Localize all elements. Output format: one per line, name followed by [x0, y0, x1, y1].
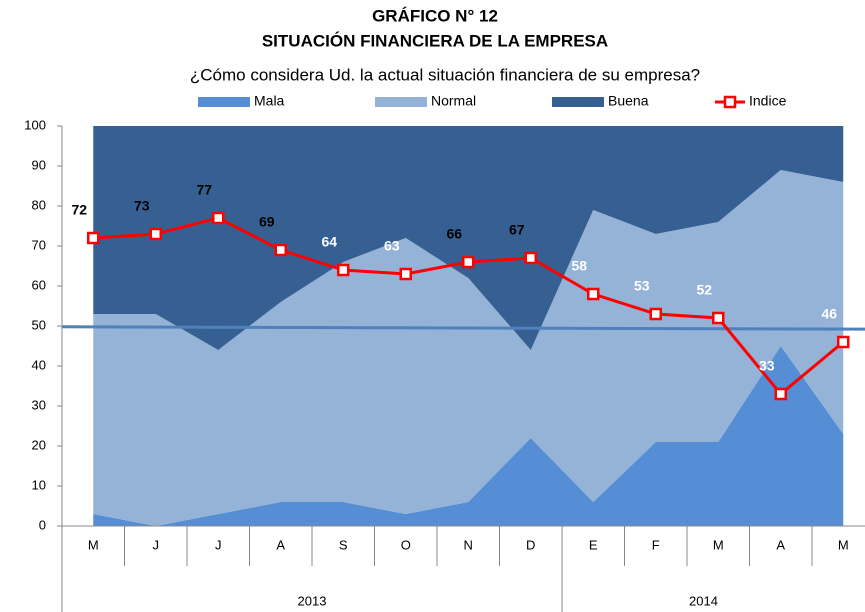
x-tick-label: M [713, 537, 724, 552]
group-label: 2014 [689, 593, 718, 608]
data-label: 66 [446, 226, 462, 242]
data-label: 33 [759, 358, 775, 374]
marker [462, 255, 475, 269]
x-tick-label: M [838, 537, 849, 552]
y-tick-label: 90 [32, 157, 46, 172]
x-tick-label: A [276, 537, 285, 552]
x-tick-label: F [652, 537, 660, 552]
y-tick-label: 50 [32, 317, 46, 332]
marker [524, 251, 537, 265]
legend-swatch [198, 97, 250, 107]
chart-title: GRÁFICO N° 12 [372, 6, 498, 25]
x-tick-label: N [464, 537, 473, 552]
data-label: 64 [321, 234, 337, 250]
y-tick-label: 70 [32, 237, 46, 252]
y-tick-label: 10 [32, 477, 46, 492]
marker [399, 267, 412, 281]
data-label: 63 [384, 238, 400, 254]
marker [837, 335, 850, 349]
area [93, 126, 844, 350]
area [93, 170, 844, 526]
y-tick-label: 20 [32, 437, 46, 452]
x-tick-label: J [153, 537, 160, 552]
marker [587, 287, 600, 301]
x-tick-label: J [215, 537, 222, 552]
legend-label: Mala [254, 93, 285, 109]
trend-line [61, 325, 865, 331]
data-label: 52 [696, 282, 712, 298]
marker [274, 243, 287, 257]
y-tick-label: 40 [32, 357, 46, 372]
marker [712, 311, 725, 325]
marker [87, 231, 100, 245]
data-label: 58 [571, 258, 587, 274]
x-tick-label: D [526, 537, 535, 552]
marker [649, 307, 662, 321]
marker [149, 227, 162, 241]
area [93, 346, 844, 526]
x-tick-label: M [88, 537, 99, 552]
legend-swatch [375, 97, 427, 107]
legend-swatch [723, 95, 737, 109]
marker [337, 263, 350, 277]
legend-label: Normal [431, 93, 476, 109]
y-tick-label: 80 [32, 197, 46, 212]
data-label: 53 [634, 278, 650, 294]
chart-subtitle: ¿Cómo considera Ud. la actual situación … [190, 65, 700, 84]
data-label: 72 [71, 202, 87, 218]
legend-label: Buena [608, 93, 649, 109]
data-label: 69 [259, 214, 275, 230]
x-tick-label: E [589, 537, 598, 552]
group-label: 2013 [298, 593, 327, 608]
legend-label: Indice [749, 93, 787, 109]
x-tick-label: A [776, 537, 785, 552]
legend-swatch [552, 97, 604, 107]
x-tick-label: S [339, 537, 348, 552]
data-label: 73 [134, 198, 150, 214]
chart-title-2: SITUACIÓN FINANCIERA DE LA EMPRESA [262, 31, 608, 50]
data-label: 77 [196, 182, 212, 198]
y-tick-label: 60 [32, 277, 46, 292]
y-tick-label: 0 [39, 517, 46, 532]
data-label: 67 [509, 222, 525, 238]
marker [774, 387, 787, 401]
data-label: 46 [821, 306, 837, 322]
marker [212, 211, 225, 225]
y-tick-label: 100 [24, 117, 46, 132]
y-tick-label: 30 [32, 397, 46, 412]
x-tick-label: O [401, 537, 411, 552]
